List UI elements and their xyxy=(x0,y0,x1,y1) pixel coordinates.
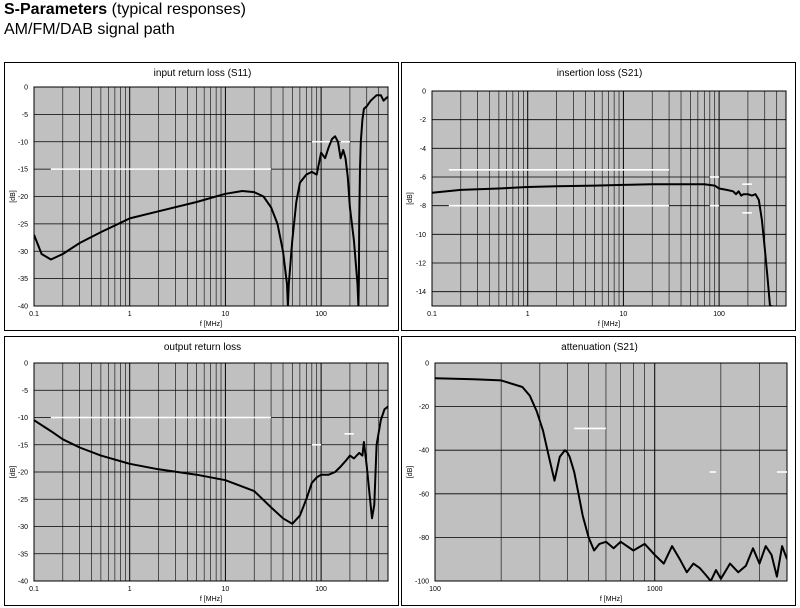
chart-panel-output-return-loss: output return loss 0 -5 -10 -15 -20 -25 -30 -35 -… xyxy=(4,336,399,606)
y-axis-label: [dB] xyxy=(10,190,17,203)
series-line xyxy=(432,183,773,306)
y-axis-label: [dB] xyxy=(407,466,414,479)
header: S-Parameters (typical responses) AM/FM/D… xyxy=(4,0,246,40)
series-line xyxy=(34,94,388,306)
y-tick-label: -25 xyxy=(18,497,28,504)
chart-panel-input-return-loss: input return loss (S11) 0 -5 -10 -15 -20 -25 -3… xyxy=(4,62,399,331)
y-tick-label: -5 xyxy=(22,112,28,119)
y-tick-label: 0 xyxy=(24,361,28,368)
y-tick-label: 0 xyxy=(425,361,429,368)
x-tick-label: 100 xyxy=(429,586,441,593)
y-tick-label: -6 xyxy=(420,175,426,182)
series-line xyxy=(435,377,787,581)
plot-frame xyxy=(33,362,389,582)
y-tick-label: -35 xyxy=(18,551,28,558)
x-tick-label: 100 xyxy=(713,311,725,318)
x-tick-label: 100 xyxy=(315,311,327,318)
y-tick-label: -8 xyxy=(420,203,426,210)
page-subtitle: AM/FM/DAB signal path xyxy=(4,21,175,38)
x-axis-label: f [MHz] xyxy=(600,596,622,603)
x-tick-label: 1 xyxy=(526,311,530,318)
x-tick-label: 0.1 xyxy=(29,311,39,318)
y-axis-label: [dB] xyxy=(407,192,414,205)
x-tick-label: 10 xyxy=(222,586,230,593)
y-tick-label: -30 xyxy=(18,524,28,531)
y-tick-label: -20 xyxy=(419,404,429,411)
plot-frame xyxy=(431,90,787,307)
y-tick-label: -5 xyxy=(22,388,28,395)
page-title-rest: (typical responses) xyxy=(111,1,246,18)
x-tick-label: 1 xyxy=(128,311,132,318)
y-tick-label: -15 xyxy=(18,442,28,449)
chart-title: attenuation (S21) xyxy=(561,342,638,353)
y-tick-label: -10 xyxy=(416,232,426,239)
x-axis-label: f [MHz] xyxy=(200,321,222,328)
y-tick-label: -2 xyxy=(420,117,426,124)
chart-panel-attenuation: attenuation (S21) 0 -20 -40 -60 -80 -100 100 100… xyxy=(401,336,796,606)
y-tick-label: -30 xyxy=(18,249,28,256)
y-tick-label: -40 xyxy=(419,448,429,455)
x-tick-label: 100 xyxy=(315,586,327,593)
y-tick-label: 0 xyxy=(24,85,28,92)
chart-title: input return loss (S11) xyxy=(154,68,252,79)
page-title-bold: S-Parameters xyxy=(4,1,108,18)
x-tick-label: 1 xyxy=(128,586,132,593)
plot-area xyxy=(432,91,786,306)
y-tick-label: 0 xyxy=(422,89,426,96)
x-axis-label: f [MHz] xyxy=(200,596,222,603)
y-tick-label: -20 xyxy=(18,194,28,201)
y-tick-label: -10 xyxy=(18,415,28,422)
series-line xyxy=(34,405,388,525)
x-tick-label: 10 xyxy=(620,311,628,318)
y-axis-label: [dB] xyxy=(10,466,17,479)
y-tick-label: -40 xyxy=(18,579,28,586)
chart-panel-insertion-loss: insertion loss (S21) 0 -2 -4 -6 -8 -10 -12 -14 0.… xyxy=(401,62,796,331)
y-tick-label: -4 xyxy=(420,146,426,153)
y-tick-label: -15 xyxy=(18,167,28,174)
chart-svg-s21: insertion loss (S21) 0 -2 -4 -6 -8 -10 -12 -14 0.… xyxy=(407,68,787,328)
y-tick-label: -60 xyxy=(419,491,429,498)
chart-svg-s11: input return loss (S11) 0 -5 -10 -15 -20 -25 -3… xyxy=(10,68,389,328)
x-tick-label: 0.1 xyxy=(427,311,437,318)
plot-area xyxy=(435,363,787,581)
plot-frame xyxy=(33,86,389,307)
y-tick-label: -25 xyxy=(18,221,28,228)
y-tick-label: -12 xyxy=(416,261,426,268)
x-tick-label: 0.1 xyxy=(29,586,39,593)
x-tick-label: 1000 xyxy=(647,586,663,593)
x-axis-label: f [MHz] xyxy=(598,321,620,328)
y-tick-label: -100 xyxy=(415,579,429,586)
y-tick-label: -14 xyxy=(416,289,426,296)
page-title: S-Parameters (typical responses) xyxy=(4,0,246,20)
y-tick-label: -35 xyxy=(18,276,28,283)
x-tick-label: 10 xyxy=(222,311,230,318)
y-tick-label: -20 xyxy=(18,470,28,477)
y-tick-label: -10 xyxy=(18,139,28,146)
y-tick-label: -80 xyxy=(419,535,429,542)
chart-title: output return loss xyxy=(164,342,241,353)
chart-title: insertion loss (S21) xyxy=(557,68,643,79)
chart-svg-s22: output return loss 0 -5 -10 -15 -20 -25 -30 -35 -… xyxy=(10,342,389,603)
y-tick-label: -40 xyxy=(18,304,28,311)
